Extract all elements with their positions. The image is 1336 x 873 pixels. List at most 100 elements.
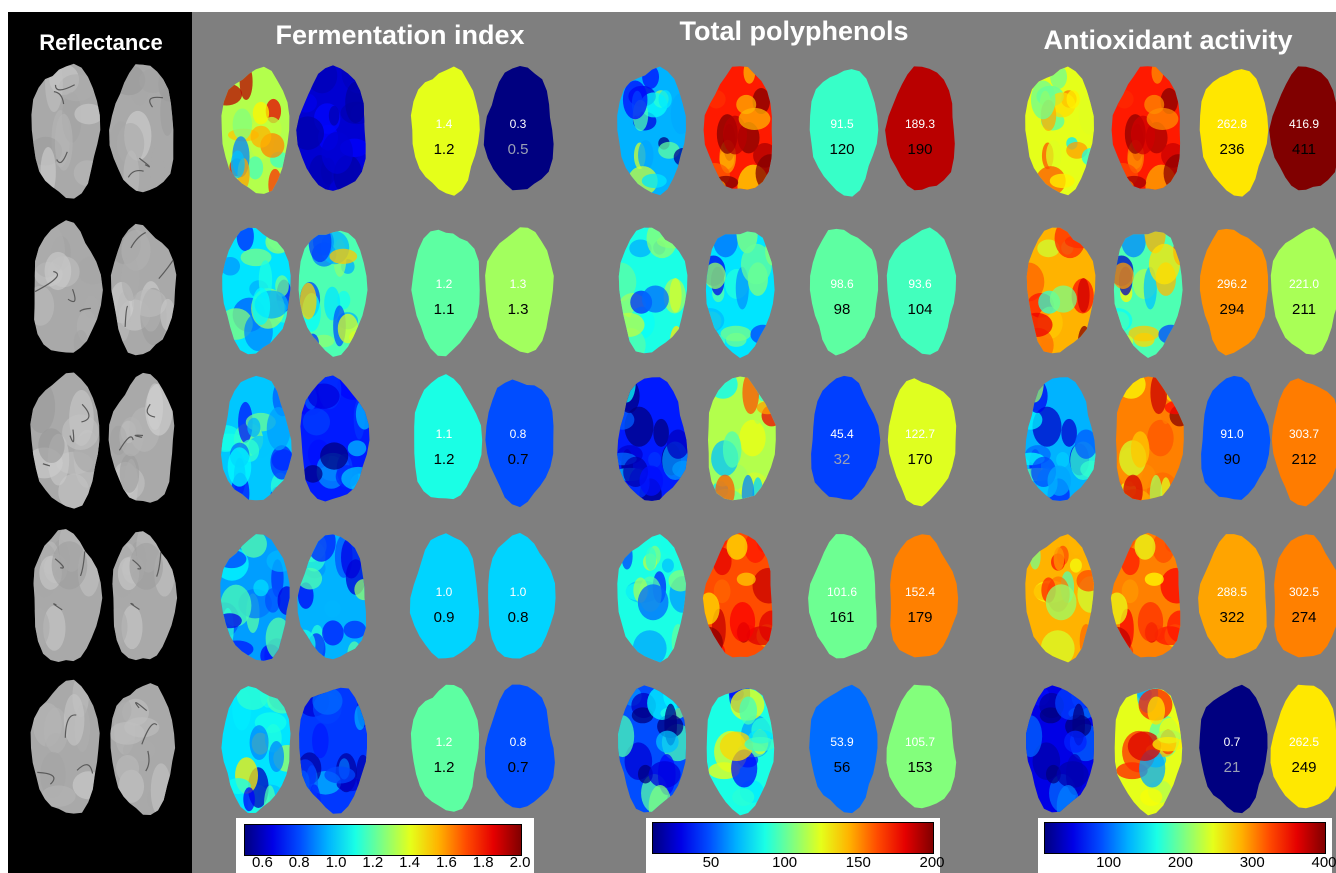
distribution-map-bean <box>221 375 292 501</box>
tick-label: 150 <box>845 854 871 871</box>
prediction-bean <box>886 227 957 355</box>
reflectance-bean <box>30 679 100 814</box>
predicted-value: 0.3 <box>510 117 527 131</box>
tick-label: 100 <box>772 854 798 871</box>
measured-value: 1.2 <box>434 759 455 776</box>
predicted-value: 1.2 <box>436 735 453 749</box>
predicted-value: 1.0 <box>436 585 453 599</box>
predicted-value: 0.8 <box>510 427 527 441</box>
prediction-bean <box>488 532 556 659</box>
prediction-bean <box>485 379 554 508</box>
prediction-bean <box>808 534 877 659</box>
tick-label: 400 <box>1311 854 1336 871</box>
reflectance-bean <box>108 372 175 503</box>
distribution-map-bean <box>1110 532 1181 658</box>
distribution-map-bean <box>220 534 290 661</box>
prediction-bean <box>1199 69 1269 197</box>
measured-value: 236 <box>1219 141 1244 158</box>
tick-label: 1.2 <box>362 854 384 871</box>
prediction-bean <box>410 684 480 812</box>
antioxidant-section: 262.8 236 416.9 411 296.2 294 221.0 211 91.0 90 30… <box>1025 66 1336 816</box>
distribution-map-bean <box>221 66 290 194</box>
predicted-value: 122.7 <box>905 427 935 441</box>
predicted-value: 262.5 <box>1289 735 1319 749</box>
prediction-bean <box>485 684 555 809</box>
measured-value: 0.9 <box>434 609 455 626</box>
predicted-value: 98.6 <box>830 277 854 291</box>
measured-value: 0.7 <box>508 451 529 468</box>
colorbar-gradient <box>1044 822 1326 854</box>
prediction-bean <box>483 66 554 191</box>
prediction-bean <box>1199 228 1269 356</box>
distribution-map-bean <box>617 377 688 501</box>
tick-label: 300 <box>1239 854 1265 871</box>
distribution-map-bean <box>300 375 370 502</box>
measured-value: 1.2 <box>434 451 455 468</box>
tick-label: 200 <box>1167 854 1193 871</box>
reflectance-bean <box>31 63 101 199</box>
measured-value: 90 <box>1224 451 1241 468</box>
distribution-map-bean <box>702 532 773 658</box>
prediction-bean <box>1269 66 1336 191</box>
distribution-map-bean <box>705 231 775 358</box>
prediction-bean <box>890 534 959 658</box>
reflectance-bean <box>33 529 103 662</box>
prediction-bean <box>485 227 554 354</box>
distribution-map-bean <box>1025 377 1096 501</box>
predicted-value: 288.5 <box>1217 585 1247 599</box>
distribution-map-bean <box>618 227 688 354</box>
polyphenols-section: 91.5 120 189.3 190 98.6 98 93.6 104 45.4 32 122.7 1… <box>617 66 959 816</box>
distribution-map-bean <box>1025 66 1094 196</box>
prediction-bean <box>1270 227 1336 355</box>
measured-value: 179 <box>907 609 932 626</box>
reflectance-bean <box>110 683 176 815</box>
measured-value: 211 <box>1292 301 1316 318</box>
prediction-bean <box>1271 378 1336 507</box>
distribution-map-bean <box>1025 534 1094 663</box>
prediction-bean <box>1198 534 1267 659</box>
reflectance-bean <box>30 372 100 509</box>
reflectance-bean <box>112 531 178 661</box>
distribution-map-bean <box>1111 66 1181 190</box>
prediction-bean <box>411 229 480 357</box>
distribution-map-bean <box>298 230 368 357</box>
predicted-value: 262.8 <box>1217 117 1247 131</box>
predicted-value: 189.3 <box>905 117 935 131</box>
measured-value: 153 <box>907 759 932 776</box>
predicted-value: 416.9 <box>1289 117 1319 131</box>
predicted-value: 91.0 <box>1220 427 1244 441</box>
distribution-map-bean <box>617 534 686 663</box>
distribution-map-bean <box>297 534 367 660</box>
distribution-map-bean <box>618 685 686 813</box>
predicted-value: 53.9 <box>830 735 854 749</box>
predicted-value: 105.7 <box>905 735 935 749</box>
prediction-bean <box>809 69 879 197</box>
distribution-map-bean <box>221 686 291 813</box>
measured-value: 411 <box>1292 141 1316 158</box>
prediction-bean <box>409 533 480 659</box>
reflectance-bean <box>34 220 103 353</box>
antioxidant-colorbar: 100 200 300 400 <box>1038 818 1336 873</box>
tick-label: 50 <box>702 854 720 871</box>
predicted-value: 303.7 <box>1289 427 1319 441</box>
prediction-bean <box>1201 375 1271 500</box>
fermentation-section: 1.4 1.2 0.3 0.5 1.2 1.1 1.3 1.3 1.1 1.2 0.8 0.7 1.0 0… <box>220 65 556 814</box>
prediction-bean <box>1274 534 1336 658</box>
measured-value: 56 <box>834 759 851 776</box>
measured-value: 322 <box>1219 609 1244 626</box>
measured-value: 190 <box>907 141 932 158</box>
reflectance-bean <box>109 64 174 193</box>
prediction-bean <box>887 378 957 507</box>
distribution-map-bean <box>617 66 686 196</box>
predicted-value: 1.4 <box>436 117 453 131</box>
measured-value: 161 <box>829 609 854 626</box>
measured-value: 1.3 <box>508 301 529 318</box>
predicted-value: 302.5 <box>1289 585 1319 599</box>
colorbar-gradient <box>244 824 522 856</box>
tick-label: 0.8 <box>288 854 310 871</box>
reflectance-bean <box>110 223 177 356</box>
distribution-map-bean <box>708 376 776 501</box>
measured-value: 1.2 <box>434 141 455 158</box>
